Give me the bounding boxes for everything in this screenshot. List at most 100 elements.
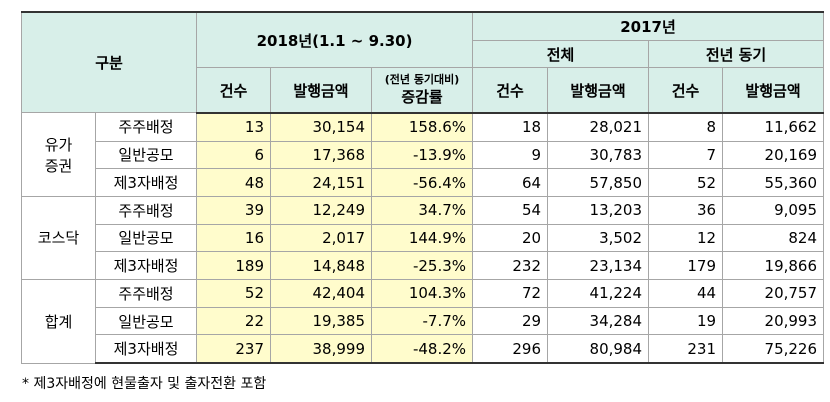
data-cell: 9	[472, 140, 549, 170]
data-cell: 44	[648, 279, 724, 308]
data-cell: -48.2%	[371, 334, 474, 365]
data-cell: 48	[196, 168, 272, 197]
data-cell: 80,984	[547, 334, 650, 365]
data-cell: 12,249	[270, 195, 373, 225]
data-cell: 7	[648, 140, 724, 170]
data-cell: 20	[472, 223, 549, 253]
header-cell: 발행금액	[722, 67, 825, 114]
group-label: 코스닥	[21, 195, 96, 281]
data-cell: 6	[196, 140, 272, 170]
data-cell: 52	[196, 279, 272, 308]
header-text: 증감률	[401, 88, 443, 107]
header-cell: (전년 동기대비) 증감률	[371, 67, 474, 114]
data-cell: -13.9%	[371, 140, 474, 170]
data-cell: 41,224	[547, 279, 650, 308]
data-cell: 20,993	[722, 306, 825, 336]
row-label: 제3자배정	[94, 334, 198, 365]
data-cell: 2,017	[270, 223, 373, 253]
row-label: 제3자배정	[94, 168, 198, 197]
data-cell: 34,284	[547, 306, 650, 336]
data-cell: 39	[196, 195, 272, 225]
table-row: 합계 주주배정 52 42,404 104.3% 72 41,224 44 20,757	[21, 279, 825, 364]
table-row: 제3자배정 189 14,848 -25.3% 232 23,134 179 19,866	[22, 251, 825, 280]
data-cell: 232	[472, 251, 549, 280]
table-row: 전체 전년 동기	[22, 39, 825, 69]
data-cell: 158.6%	[371, 112, 474, 142]
data-cell: 19,385	[270, 306, 373, 336]
table-row: 일반공모 6 17,368 -13.9% 9 30,783 7 20,169	[22, 140, 825, 170]
table-row: 건수 발행금액 (전년 동기대비) 증감률 건수 발행금액 건수 발행금액	[22, 67, 825, 114]
row-label: 일반공모	[94, 223, 198, 253]
header-cell: 발행금액	[547, 67, 650, 114]
table-row: 유가 증권 주주배정 13 30,154 158.6% 18 28,021 8 11,662	[21, 112, 825, 197]
data-cell: 36	[648, 195, 724, 225]
data-cell: 3,502	[547, 223, 650, 253]
row-label: 제3자배정	[94, 251, 198, 280]
footnote: * 제3자배정에 현물출자 및 출자전환 포함	[22, 376, 267, 392]
row-label: 주주배정	[94, 112, 198, 142]
data-cell: -7.7%	[371, 306, 474, 336]
data-cell: 189	[196, 251, 272, 280]
data-cell: 296	[472, 334, 549, 365]
data-cell: 55,360	[722, 168, 825, 197]
table-row: 코스닥 주주배정 39 12,249 34.7% 54 13,203 36 9,095	[21, 195, 825, 281]
data-cell: 19	[648, 306, 724, 336]
data-cell: 144.9%	[371, 223, 474, 253]
data-cell: 75,226	[722, 334, 825, 365]
data-cell: 20,757	[722, 279, 825, 308]
row-label: 일반공모	[94, 306, 198, 336]
group-label: 합계	[21, 279, 96, 364]
data-cell: 17,368	[270, 140, 373, 170]
row-label: 주주배정	[94, 195, 198, 225]
data-cell: 28,021	[547, 112, 650, 142]
data-cell: 29	[472, 306, 549, 336]
data-cell: 231	[648, 334, 724, 365]
header-cell: 건수	[648, 67, 724, 114]
data-cell: 179	[648, 251, 724, 280]
table-row: 제3자배정 48 24,151 -56.4% 64 57,850 52 55,360	[22, 168, 825, 197]
table-row: 일반공모 16 2,017 144.9% 20 3,502 12 824	[22, 223, 825, 253]
header-cell: 구분	[20, 11, 198, 114]
data-cell: 16	[196, 223, 272, 253]
data-cell: 23,134	[547, 251, 650, 280]
data-cell: 12	[648, 223, 724, 253]
header-note: (전년 동기대비)	[384, 73, 460, 87]
table-row: 구분 2018년(1.1 ~ 9.30) 2017년	[20, 10, 825, 114]
data-cell: 54	[472, 195, 549, 225]
header-cell: 전년 동기	[648, 39, 825, 69]
header-cell: 전체	[472, 39, 650, 69]
row-label: 일반공모	[94, 140, 198, 170]
data-cell: 8	[648, 112, 724, 142]
data-table: 구분 2018년(1.1 ~ 9.30) 2017년 전체 전년 동기 건수 발행금액 (전년…	[20, 10, 825, 365]
data-cell: 38,999	[270, 334, 373, 365]
data-cell: 13,203	[547, 195, 650, 225]
header-cell: 발행금액	[270, 67, 373, 114]
data-cell: 64	[472, 168, 549, 197]
data-cell: 30,154	[270, 112, 373, 142]
data-cell: 57,850	[547, 168, 650, 197]
data-cell: 42,404	[270, 279, 373, 308]
table-row: 제3자배정 237 38,999 -48.2% 296 80,984 231 75,226	[22, 334, 825, 365]
data-cell: 9,095	[722, 195, 825, 225]
group-label: 유가 증권	[21, 112, 96, 197]
data-cell: 20,169	[722, 140, 825, 170]
header-cell: 2017년	[472, 10, 825, 41]
data-cell: 19,866	[722, 251, 825, 280]
data-cell: 18	[472, 112, 549, 142]
data-cell: 14,848	[270, 251, 373, 280]
data-cell: 34.7%	[371, 195, 474, 225]
header-cell: 2018년(1.1 ~ 9.30)	[196, 11, 474, 69]
data-cell: 237	[196, 334, 272, 365]
data-cell: 72	[472, 279, 549, 308]
row-label: 주주배정	[94, 279, 198, 308]
data-cell: 13	[196, 112, 272, 142]
data-cell: 104.3%	[371, 279, 474, 308]
data-cell: 24,151	[270, 168, 373, 197]
table-row: 일반공모 22 19,385 -7.7% 29 34,284 19 20,993	[22, 306, 825, 336]
header-cell: 건수	[472, 67, 549, 114]
data-cell: 824	[722, 223, 825, 253]
data-cell: 30,783	[547, 140, 650, 170]
data-cell: -25.3%	[371, 251, 474, 280]
data-cell: 52	[648, 168, 724, 197]
